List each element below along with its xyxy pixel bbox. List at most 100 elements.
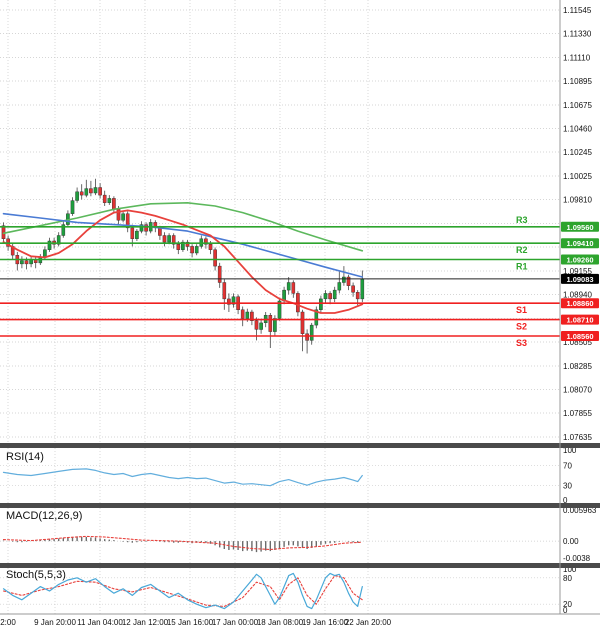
candle-body xyxy=(323,293,328,300)
x-axis-label: 18 Jan 08:00 xyxy=(257,618,304,627)
candle-body xyxy=(181,241,185,250)
candle-body xyxy=(20,260,24,265)
candle-body xyxy=(112,198,116,210)
candle-body xyxy=(268,315,273,332)
price-tick-label: 1.08940 xyxy=(563,291,592,300)
price-tick-label: 1.10025 xyxy=(563,172,592,181)
candle-body xyxy=(185,241,190,247)
panel-separator xyxy=(0,443,600,448)
candle-body xyxy=(328,293,332,300)
candle-body xyxy=(167,235,171,243)
pivot-price-badge-r1 xyxy=(561,254,599,265)
rsi-tick-label: 0 xyxy=(563,496,568,505)
candle-body xyxy=(204,238,208,245)
rsi-tick-label: 70 xyxy=(563,461,572,470)
candle-body xyxy=(70,200,75,214)
candle-body xyxy=(254,320,259,330)
current-price-badge xyxy=(561,273,599,284)
rsi-panel-title: RSI(14) xyxy=(6,451,44,463)
stoch-panel-title: Stoch(5,5,3) xyxy=(6,569,66,581)
current-price-text: 1.09083 xyxy=(566,275,593,284)
price-tick-label: 1.11330 xyxy=(563,30,592,39)
candle-body xyxy=(227,298,231,305)
stoch-tick-label: 80 xyxy=(563,574,572,583)
candle-body xyxy=(342,276,346,283)
candle-body xyxy=(309,324,314,341)
x-axis-label: 17 Jan 00:00 xyxy=(212,618,259,627)
candle-body xyxy=(176,243,181,250)
pivot-label-s2: S2 xyxy=(516,322,527,332)
macd-tick-label: 0.00 xyxy=(563,537,579,546)
pivot-price-badge-r2 xyxy=(561,238,599,249)
candle-body xyxy=(213,249,217,267)
x-axis-label: 22 Jan 20:00 xyxy=(345,618,392,627)
pivot-price-text-r2: 1.09410 xyxy=(566,239,593,248)
candle-body xyxy=(208,243,213,250)
candle-body xyxy=(130,227,135,239)
candle-body xyxy=(286,282,291,291)
panel-separator xyxy=(0,503,600,508)
price-tick-label: 1.10675 xyxy=(563,101,592,110)
candle-body xyxy=(158,227,162,236)
macd-signal-line xyxy=(2,535,363,551)
candle-body xyxy=(355,292,360,300)
stoch-tick-label: 20 xyxy=(563,600,572,609)
pivot-price-badge-s2 xyxy=(561,314,599,325)
price-tick-label: 1.11545 xyxy=(563,6,592,15)
candle-body xyxy=(346,276,351,286)
candle-body xyxy=(89,188,93,194)
candle-body xyxy=(1,225,6,239)
candle-body xyxy=(300,311,305,334)
pivot-price-text-r1: 1.09260 xyxy=(566,256,593,265)
candle-body xyxy=(222,282,227,300)
stoch-tick-label: 0 xyxy=(563,606,568,615)
x-axis-label: 9 Jan 20:00 xyxy=(34,618,76,627)
macd-panel-title: MACD(12,26,9) xyxy=(6,510,83,522)
candle-body xyxy=(61,224,66,236)
stoch-tick-label: 100 xyxy=(563,565,577,574)
x-axis-label: 15 Jan 16:00 xyxy=(167,618,214,627)
candle-body xyxy=(351,285,355,293)
candle-body xyxy=(277,300,282,319)
candle-body xyxy=(139,224,144,232)
ma-green-line xyxy=(2,202,364,252)
candle-body xyxy=(332,289,337,300)
candle-body xyxy=(273,318,277,332)
candle-body xyxy=(245,311,250,319)
candle-body xyxy=(135,230,139,239)
price-tick-label: 1.10460 xyxy=(563,125,592,134)
macd-tick-label: -0.0038 xyxy=(563,554,591,563)
candle-body xyxy=(360,279,365,300)
candle-body xyxy=(231,296,236,305)
price-tick-label: 1.08070 xyxy=(563,386,592,395)
price-tick-label: 1.09810 xyxy=(563,196,592,205)
price-tick-label: 1.09155 xyxy=(563,267,592,276)
pivot-label-r1: R1 xyxy=(516,262,528,272)
candle-body xyxy=(121,213,125,221)
macd-tick-label: 0.005963 xyxy=(563,506,597,515)
pivot-label-r3: R3 xyxy=(516,215,528,225)
candle-body xyxy=(56,235,61,245)
candle-body xyxy=(84,188,89,196)
candle-body xyxy=(240,309,245,319)
candle-body xyxy=(314,309,319,326)
candle-body xyxy=(79,191,84,196)
candle-body xyxy=(102,194,107,203)
candle-body xyxy=(337,282,342,291)
x-axis-label: 12 Jan 12:00 xyxy=(122,618,169,627)
rsi-tick-label: 100 xyxy=(563,446,577,455)
pivot-label-s3: S3 xyxy=(516,338,527,348)
pivot-price-badge-s1 xyxy=(561,298,599,309)
candle-body xyxy=(291,282,296,294)
candle-body xyxy=(217,265,222,283)
pivot-price-text-s3: 1.08560 xyxy=(566,332,593,341)
candle-body xyxy=(75,191,79,201)
price-tick-label: 1.08505 xyxy=(563,338,592,347)
pivot-price-text-s2: 1.08710 xyxy=(566,316,593,325)
price-tick-label: 1.10895 xyxy=(563,77,592,86)
rsi-tick-label: 30 xyxy=(563,482,572,491)
pivot-price-badge-s3 xyxy=(561,331,599,341)
